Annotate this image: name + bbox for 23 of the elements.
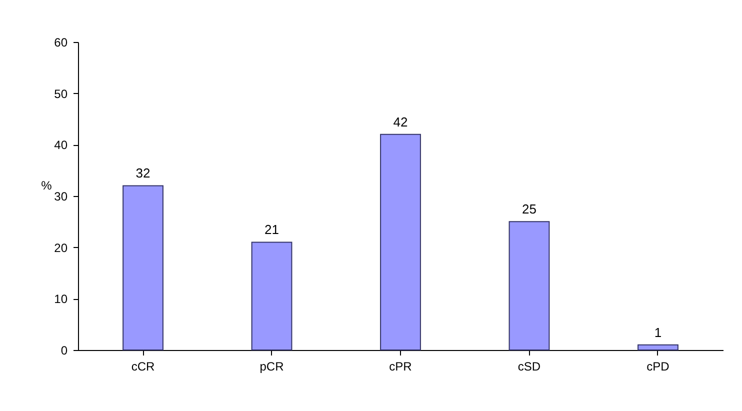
x-tick-label: pCR — [260, 360, 284, 374]
bar — [122, 185, 164, 350]
data-label: 21 — [264, 222, 279, 238]
bar — [508, 221, 550, 350]
y-tick-label: 40 — [54, 138, 68, 152]
x-tick-label: cSD — [518, 360, 541, 374]
data-label: 1 — [654, 324, 662, 340]
y-tick-label: 20 — [54, 240, 68, 255]
y-tick-label: 50 — [54, 86, 68, 101]
bar — [638, 344, 678, 350]
x-tick-label: cPD — [646, 360, 670, 374]
data-label: 42 — [393, 114, 408, 130]
y-tick-label: 60 — [54, 36, 68, 50]
y-tick-label: 30 — [54, 190, 68, 204]
data-label: 25 — [522, 202, 536, 217]
y-tick-label: 0 — [60, 344, 68, 358]
y-axis-title: % — [41, 178, 52, 192]
data-label: 32 — [136, 166, 150, 181]
x-tick-label: cPR — [389, 360, 412, 374]
bar — [380, 134, 421, 350]
bar — [251, 242, 292, 350]
y-tick-label: 10 — [54, 292, 68, 306]
x-tick-label: cCR — [131, 360, 156, 374]
